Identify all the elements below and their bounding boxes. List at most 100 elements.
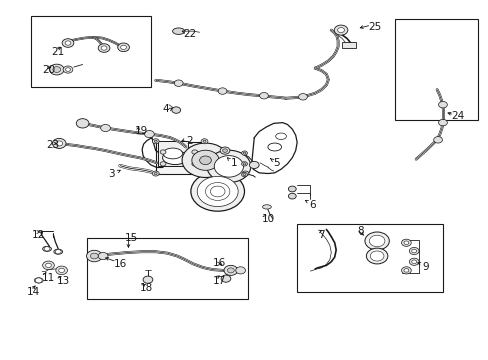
Circle shape [98,44,110,52]
Text: 5: 5 [272,158,279,168]
Circle shape [411,260,416,264]
Circle shape [201,139,207,144]
Circle shape [259,93,268,99]
Circle shape [62,39,74,47]
Circle shape [182,143,228,177]
Text: 20: 20 [42,64,55,75]
Circle shape [241,162,247,166]
Circle shape [366,248,387,264]
Circle shape [222,149,227,152]
Circle shape [191,162,197,166]
Circle shape [401,267,410,274]
Text: 2: 2 [186,136,193,145]
Circle shape [220,147,229,154]
Circle shape [203,140,205,142]
Circle shape [288,186,296,192]
Circle shape [56,141,62,146]
Circle shape [408,258,418,265]
Circle shape [143,276,153,283]
Circle shape [364,232,388,250]
Circle shape [227,268,234,273]
Circle shape [403,241,408,244]
Circle shape [98,252,108,260]
Circle shape [433,136,442,143]
Circle shape [438,102,447,108]
Circle shape [218,88,226,94]
Circle shape [42,261,54,270]
Circle shape [118,43,129,51]
Circle shape [86,250,102,262]
Text: 11: 11 [42,273,55,283]
Circle shape [438,120,447,126]
Circle shape [401,239,410,246]
Circle shape [368,235,384,247]
Bar [158,140,187,166]
Circle shape [190,172,244,211]
Circle shape [152,171,159,176]
Circle shape [53,67,61,72]
Bar [341,41,355,48]
Text: 4: 4 [162,104,168,114]
Text: 15: 15 [124,233,138,243]
Circle shape [101,125,110,132]
Circle shape [65,41,71,45]
Circle shape [243,152,245,154]
Circle shape [171,107,180,113]
Ellipse shape [275,133,286,139]
Circle shape [206,150,250,183]
Circle shape [55,249,61,254]
Circle shape [235,267,245,274]
Bar [297,224,443,292]
Circle shape [298,94,307,100]
Ellipse shape [262,205,271,209]
Circle shape [199,156,211,165]
Text: 6: 6 [309,200,315,210]
Circle shape [337,28,344,33]
Bar [394,19,477,120]
Circle shape [333,25,347,35]
Text: 18: 18 [139,283,152,293]
Circle shape [408,247,418,255]
Ellipse shape [267,143,281,151]
Text: 16: 16 [113,259,126,269]
Ellipse shape [54,249,62,254]
Circle shape [90,253,98,259]
Circle shape [214,156,243,177]
Circle shape [242,171,248,176]
Circle shape [160,162,165,166]
Circle shape [45,263,51,267]
Circle shape [224,265,237,275]
Text: 16: 16 [212,258,225,268]
Circle shape [249,161,259,168]
Ellipse shape [42,246,51,251]
Circle shape [76,119,89,128]
Text: 22: 22 [183,29,196,39]
Text: 12: 12 [32,230,45,239]
Circle shape [49,64,64,75]
Text: 9: 9 [422,262,428,272]
Circle shape [288,193,296,199]
Bar [31,16,151,87]
Circle shape [411,249,416,253]
Circle shape [101,46,107,50]
Circle shape [241,151,247,155]
Text: 19: 19 [134,126,147,135]
Circle shape [191,150,219,170]
Circle shape [243,163,245,165]
Ellipse shape [163,148,182,159]
Circle shape [243,174,245,176]
Text: 17: 17 [212,276,225,286]
Text: 25: 25 [368,22,381,32]
Text: 7: 7 [318,230,324,239]
Circle shape [52,138,66,148]
Circle shape [35,278,42,283]
Circle shape [59,268,64,273]
Circle shape [160,150,165,154]
Bar [156,142,203,174]
Text: 3: 3 [108,168,115,179]
Circle shape [152,139,159,144]
Text: 8: 8 [357,226,363,236]
Circle shape [174,80,183,86]
Text: 24: 24 [450,111,464,121]
Circle shape [56,266,67,275]
